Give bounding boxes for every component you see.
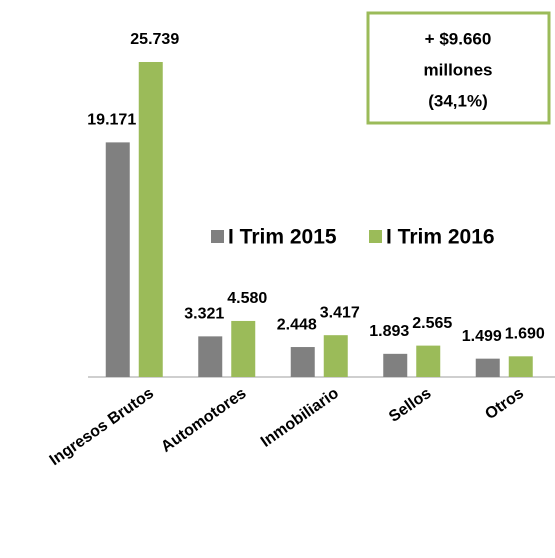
bar [138, 62, 163, 377]
bar [231, 320, 256, 377]
value-label: 2.565 [412, 315, 452, 332]
bar [475, 358, 500, 377]
x-tick-label: Otros [482, 385, 527, 423]
bar [383, 353, 408, 377]
value-label: 3.417 [320, 304, 360, 321]
bar [198, 336, 223, 377]
bar [416, 345, 441, 377]
value-label: 1.499 [462, 328, 502, 345]
legend-label: I Trim 2015 [228, 226, 337, 249]
legend-swatch [211, 230, 224, 243]
value-label: 25.739 [130, 31, 179, 48]
x-tick-label: Inmobiliario [258, 385, 342, 451]
value-label: 1.690 [505, 326, 545, 343]
x-tick-label: Sellos [386, 385, 434, 426]
x-tick-label: Automotores [158, 385, 249, 456]
annotation-box [366, 11, 551, 125]
x-tick-label: Ingresos Brutos [47, 385, 157, 469]
bar [105, 142, 130, 377]
value-label: 2.448 [277, 316, 317, 333]
value-label: 4.580 [227, 290, 267, 307]
annotation-text: + $9.660 [425, 29, 492, 48]
bar [508, 356, 533, 377]
annotation-text: millones [424, 60, 493, 79]
legend-label: I Trim 2016 [386, 226, 495, 249]
annotation-text: (34,1%) [428, 91, 488, 110]
value-label: 3.321 [184, 306, 224, 323]
value-label: 1.893 [369, 323, 409, 340]
legend-swatch [369, 230, 382, 243]
bar [323, 335, 348, 377]
value-label: 19.171 [87, 112, 136, 129]
bar [290, 347, 315, 377]
